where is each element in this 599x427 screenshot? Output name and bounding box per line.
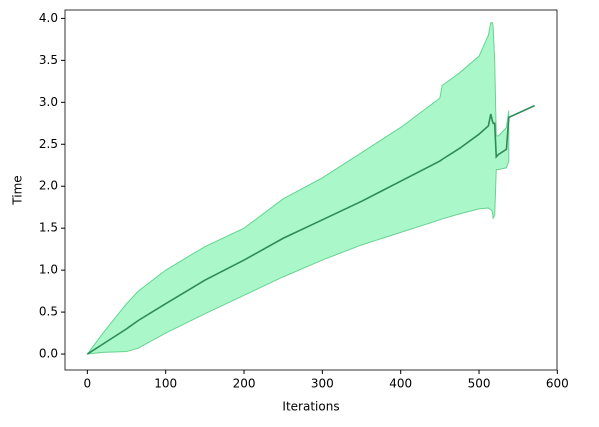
y-axis-label: Time bbox=[11, 175, 25, 205]
x-axis-label: Iterations bbox=[282, 400, 339, 414]
x-tick-label: 100 bbox=[154, 377, 177, 391]
y-tick-label: 3.0 bbox=[39, 95, 58, 109]
x-tick-label: 600 bbox=[546, 377, 569, 391]
x-tick-label: 0 bbox=[84, 377, 92, 391]
x-tick-label: 200 bbox=[233, 377, 256, 391]
plot-frame bbox=[64, 9, 558, 371]
y-tick-label: 4.0 bbox=[39, 11, 58, 25]
band bbox=[86, 22, 510, 355]
line bbox=[86, 104, 535, 355]
x-tick-label: 500 bbox=[468, 377, 491, 391]
y-tick-label: 0.0 bbox=[39, 347, 58, 361]
y-tick-label: 1.0 bbox=[39, 263, 58, 277]
y-tick-label: 2.5 bbox=[39, 137, 58, 151]
y-tick-label: 1.5 bbox=[39, 221, 58, 235]
x-tick-label: 400 bbox=[389, 377, 412, 391]
y-tick-label: 0.5 bbox=[39, 305, 58, 319]
y-tick-label: 3.5 bbox=[39, 53, 58, 67]
x-tick-label: 300 bbox=[311, 377, 334, 391]
y-tick-label: 2.0 bbox=[39, 179, 58, 193]
